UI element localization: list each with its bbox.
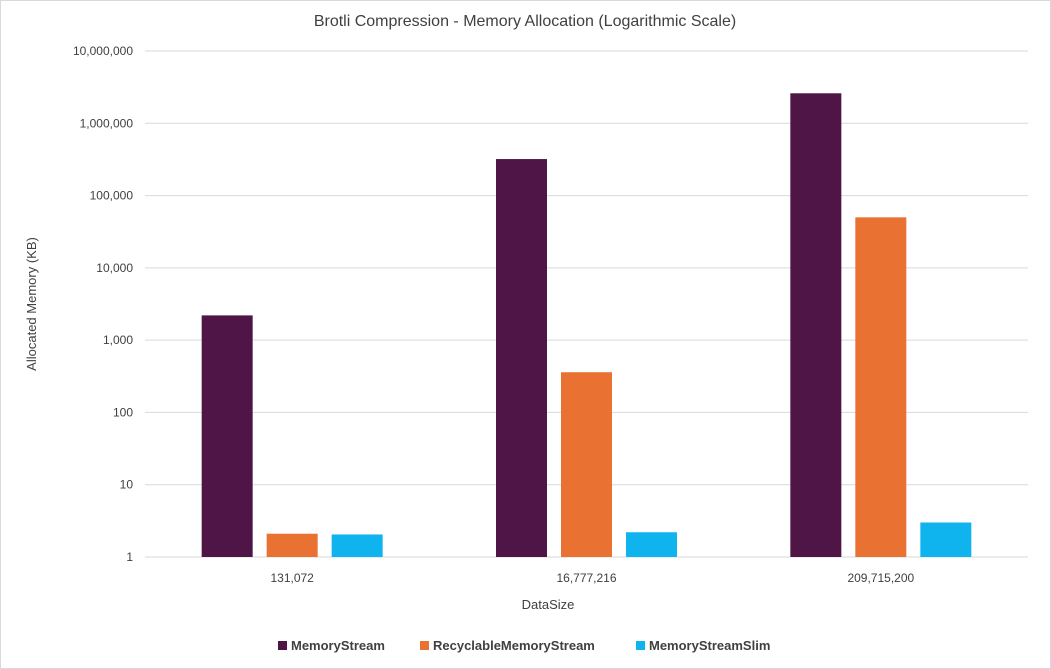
y-axis-title: Allocated Memory (KB) bbox=[24, 237, 39, 371]
bar bbox=[331, 534, 383, 557]
legend-swatch bbox=[636, 641, 645, 650]
bar bbox=[790, 93, 842, 558]
x-axis-ticks: 131,072 16,777,216 209,715,200 bbox=[270, 571, 914, 585]
y-tick-label: 10,000 bbox=[96, 261, 133, 275]
y-axis-ticks: 1 10 100 1,000 10,000 100,000 1,000,000 10,000,… bbox=[73, 44, 133, 564]
legend-label: MemoryStreamSlim bbox=[649, 638, 770, 653]
x-axis-title: DataSize bbox=[522, 597, 575, 612]
y-tick-label: 100,000 bbox=[90, 189, 134, 203]
y-tick-label: 1,000 bbox=[103, 333, 133, 347]
bar bbox=[626, 532, 677, 557]
y-tick-label: 1,000,000 bbox=[80, 116, 134, 130]
bar bbox=[920, 522, 972, 557]
legend-swatch bbox=[278, 641, 287, 650]
x-tick-label: 131,072 bbox=[270, 571, 314, 585]
x-tick-label: 16,777,216 bbox=[556, 571, 616, 585]
legend-swatch bbox=[420, 641, 429, 650]
legend: MemoryStream RecyclableMemoryStream Memory… bbox=[278, 638, 770, 653]
y-tick-label: 100 bbox=[113, 405, 133, 419]
bar bbox=[266, 533, 318, 557]
legend-label: RecyclableMemoryStream bbox=[433, 638, 595, 653]
bars bbox=[201, 93, 972, 558]
bar bbox=[855, 217, 907, 557]
x-tick-label: 209,715,200 bbox=[847, 571, 914, 585]
y-tick-label: 10 bbox=[120, 478, 134, 492]
chart-title: Brotli Compression - Memory Allocation (… bbox=[314, 13, 736, 30]
y-tick-label: 1 bbox=[126, 550, 133, 564]
bar bbox=[561, 372, 612, 557]
bar bbox=[496, 159, 547, 557]
y-tick-label: 10,000,000 bbox=[73, 44, 133, 58]
legend-label: MemoryStream bbox=[291, 638, 385, 653]
bar bbox=[201, 315, 253, 557]
